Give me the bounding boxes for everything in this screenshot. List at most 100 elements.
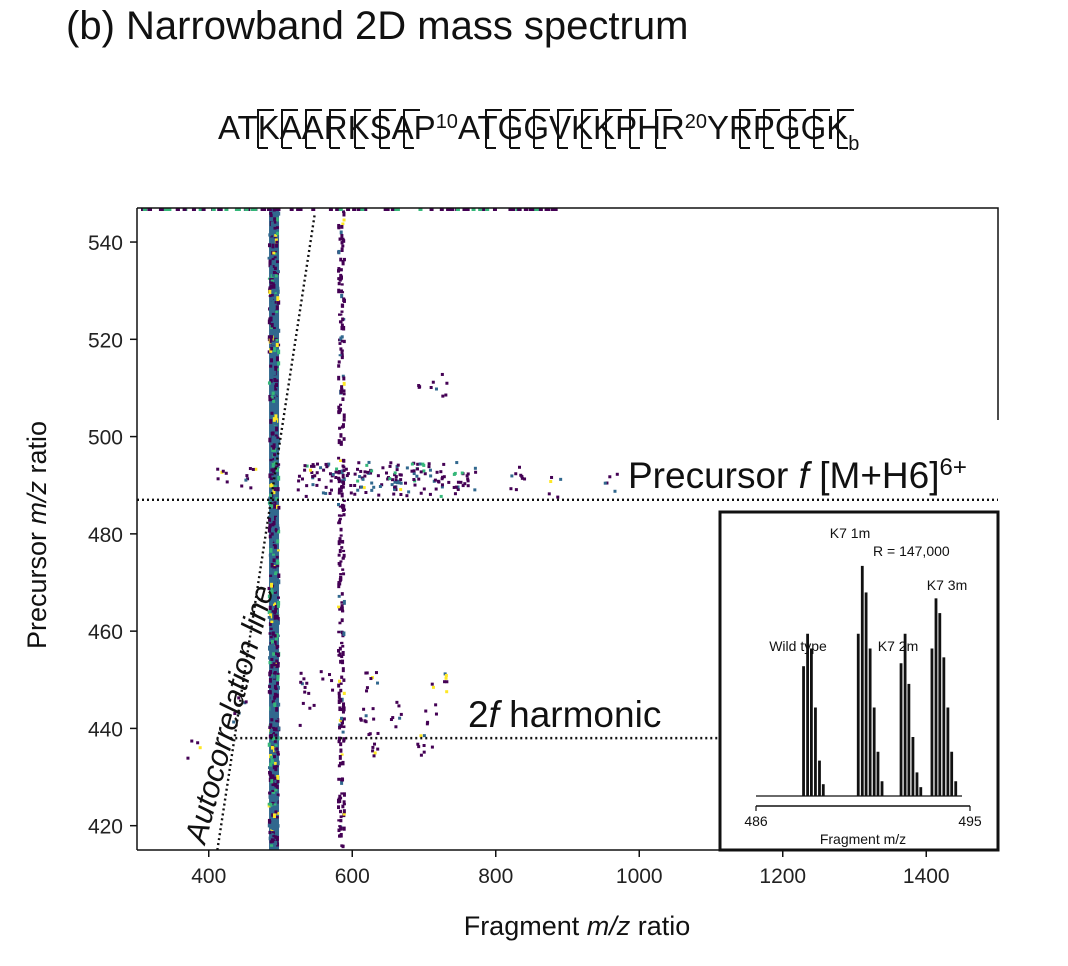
heatmap-cell (339, 659, 343, 664)
heatmap-cell (363, 208, 368, 211)
heatmap-cell (271, 713, 275, 717)
heatmap-cell (276, 526, 280, 532)
heatmap-cell (340, 283, 344, 286)
heatmap-cell (341, 508, 345, 512)
heatmap-cell (345, 474, 349, 478)
heatmap-cell (395, 700, 399, 704)
heatmap-cell (337, 364, 341, 368)
inset-peak (938, 613, 942, 796)
heatmap-cell (339, 268, 343, 272)
heatmap-cell (271, 402, 275, 406)
heatmap-cell (342, 297, 346, 303)
heatmap-cell (270, 310, 274, 314)
y-tick-label: 540 (88, 232, 123, 255)
heatmap-cell (267, 319, 271, 325)
heatmap-cell (272, 674, 276, 679)
heatmap-cell (337, 581, 341, 585)
heatmap-cell (337, 281, 341, 286)
heatmap-cell (339, 403, 343, 406)
heatmap-cell (272, 326, 276, 330)
heatmap-cell (342, 803, 346, 806)
heatmap-cell (369, 471, 373, 475)
inset-x-tick-label: 486 (744, 813, 768, 829)
heatmap-cell (428, 492, 432, 496)
heatmap-cell (396, 479, 400, 483)
heatmap-cell (275, 683, 279, 688)
sequence-part: T (478, 109, 498, 146)
cleavage-bracket (533, 109, 550, 148)
heatmap-cell (439, 494, 443, 498)
heatmap-cell (271, 631, 275, 636)
heatmap-cell (445, 680, 449, 684)
heatmap-cell (429, 208, 434, 211)
heatmap-cell (271, 406, 275, 412)
heatmap-cell (337, 605, 341, 609)
heatmap-cell (394, 208, 399, 211)
heatmap-cell (417, 745, 421, 749)
sequence-part: b (848, 133, 859, 155)
heatmap-cell (388, 464, 392, 468)
heatmap-cell (273, 448, 277, 452)
label-part: Precursor (22, 524, 52, 649)
heatmap-cell (393, 487, 397, 491)
heatmap-cell (311, 463, 315, 467)
heatmap-cell (389, 461, 393, 465)
inset-peak (821, 784, 825, 796)
inset-peak (876, 751, 880, 796)
heatmap-cell (340, 604, 344, 609)
sequence-part: A (458, 109, 480, 146)
heatmap-cell (339, 742, 343, 747)
heatmap-cell (267, 818, 271, 824)
heatmap-cell (269, 364, 273, 368)
heatmap-cell (269, 338, 273, 343)
heatmap-cell (274, 607, 278, 613)
heatmap-cell (337, 630, 341, 634)
heatmap-cell (337, 478, 341, 484)
heatmap-cell (324, 485, 328, 489)
heatmap-cell (274, 744, 278, 747)
heatmap-cell (276, 774, 280, 780)
heatmap-cell (419, 753, 423, 757)
heatmap-cell (271, 516, 275, 522)
heatmap-cell (342, 325, 346, 331)
heatmap-cell (272, 399, 276, 403)
cleavage-bracket (509, 109, 526, 148)
heatmap-cell (337, 502, 341, 507)
sequence-part: A (302, 109, 324, 146)
heatmap-cell (337, 819, 341, 822)
heatmap-cell (304, 494, 308, 498)
heatmap-cell (342, 418, 346, 422)
heatmap-cell (444, 673, 448, 677)
heatmap-cell (340, 355, 344, 360)
heatmap-cell (277, 361, 281, 366)
heatmap-cell (386, 477, 390, 481)
heatmap-cell (275, 747, 279, 751)
heatmap-cell (341, 244, 345, 248)
heatmap-cell (276, 524, 280, 527)
heatmap-cell (341, 473, 345, 479)
heatmap-cell (523, 477, 527, 481)
heatmap-cell (339, 336, 343, 342)
heatmap-cell (422, 463, 426, 467)
heatmap-cell (337, 409, 341, 415)
heatmap-cell (269, 487, 273, 491)
heatmap-cell (276, 676, 280, 681)
heatmap-cell (341, 730, 345, 734)
sequence-part: G (523, 109, 549, 146)
heatmap-cell (271, 282, 275, 285)
heatmap-cell (399, 488, 403, 492)
heatmap-cell (274, 367, 278, 372)
inset-peak (911, 737, 915, 796)
heatmap-cell (322, 468, 326, 472)
heatmap-cell (338, 809, 342, 814)
heatmap-cell (605, 481, 609, 485)
heatmap-cell (329, 488, 333, 492)
sequence-part: K (348, 109, 370, 146)
heatmap-cell (270, 532, 274, 536)
heatmap-cell (269, 845, 273, 850)
heatmap-cell (397, 481, 401, 485)
heatmap-cell (341, 709, 345, 714)
heatmap-cell (268, 528, 272, 532)
heatmap-marks (141, 208, 619, 851)
heatmap-cell (364, 720, 368, 724)
